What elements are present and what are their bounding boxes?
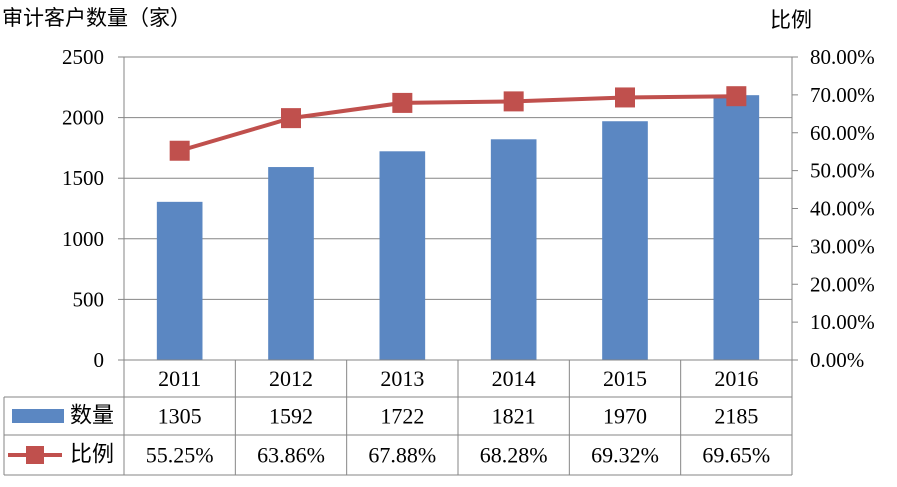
y2-tick-label: 50.00% — [810, 159, 875, 183]
y2-tick-label: 30.00% — [810, 234, 875, 258]
y2-tick-label: 80.00% — [810, 45, 875, 69]
bar — [602, 121, 648, 361]
y-tick-label: 2500 — [62, 45, 104, 69]
axes: 0 500 1000 1500 2000 2500 0.00% 10.00% 20.00% 30.… — [62, 45, 875, 372]
x-tick-label: 2011 — [158, 366, 201, 391]
bar-value-label: 1722 — [380, 404, 424, 429]
bar-value-label: 1821 — [492, 404, 536, 429]
y-axis-title: 审计客户数量（家） — [2, 6, 191, 30]
x-tick-label: 2014 — [492, 366, 536, 391]
line-value-label: 63.86% — [257, 443, 325, 468]
y-tick-label: 2000 — [62, 106, 104, 130]
x-tick-label: 2015 — [603, 366, 647, 391]
bar-value-label: 2185 — [714, 404, 758, 429]
line-path — [179, 94, 737, 153]
legend-line-label: 比例 — [70, 443, 114, 468]
bar — [379, 151, 426, 360]
bar — [490, 139, 537, 360]
legend-line-marker — [26, 446, 44, 464]
line-value-label: 69.65% — [702, 443, 770, 468]
bar-value-label: 1592 — [269, 404, 313, 429]
y2-axis-title: 比例 — [770, 8, 812, 32]
bar-value-label: 1970 — [603, 404, 647, 429]
line-marker — [726, 86, 747, 107]
line-value-label: 67.88% — [368, 443, 436, 468]
line-marker — [615, 87, 635, 108]
y2-tick-label: 0.00% — [810, 348, 864, 372]
bar — [268, 167, 314, 360]
bar-series — [156, 95, 760, 361]
y2-tick-label: 70.00% — [810, 83, 875, 107]
line-series — [169, 86, 747, 161]
y-tick-label: 0 — [94, 348, 105, 372]
y-tick-label: 1500 — [62, 166, 104, 190]
line-value-label: 69.32% — [591, 443, 659, 468]
x-tick-label: 2013 — [380, 366, 424, 391]
legend-bar-swatch — [12, 409, 64, 423]
bar-value-label: 1305 — [158, 404, 202, 429]
y-tick-label: 500 — [73, 287, 105, 311]
y2-tick-label: 60.00% — [810, 121, 875, 145]
gridlines — [124, 56, 792, 300]
line-value-label: 68.28% — [480, 443, 548, 468]
line-marker — [281, 108, 301, 129]
bar — [156, 201, 203, 360]
data-table: 2011 2012 2013 2014 2015 2016 数量 1305 1592 1722 18… — [3, 359, 793, 476]
y2-tick-label: 10.00% — [810, 310, 875, 334]
legend-bar-label: 数量 — [70, 404, 114, 429]
line-marker — [169, 140, 190, 161]
y2-tick-label: 40.00% — [810, 197, 875, 221]
line-marker — [503, 91, 524, 112]
line-marker — [392, 92, 413, 113]
line-value-label: 55.25% — [146, 443, 214, 468]
x-tick-label: 2012 — [269, 366, 313, 391]
x-tick-label: 2016 — [714, 366, 758, 391]
bar — [713, 95, 760, 360]
y-tick-label: 1000 — [62, 227, 104, 251]
y2-tick-label: 20.00% — [810, 272, 875, 296]
